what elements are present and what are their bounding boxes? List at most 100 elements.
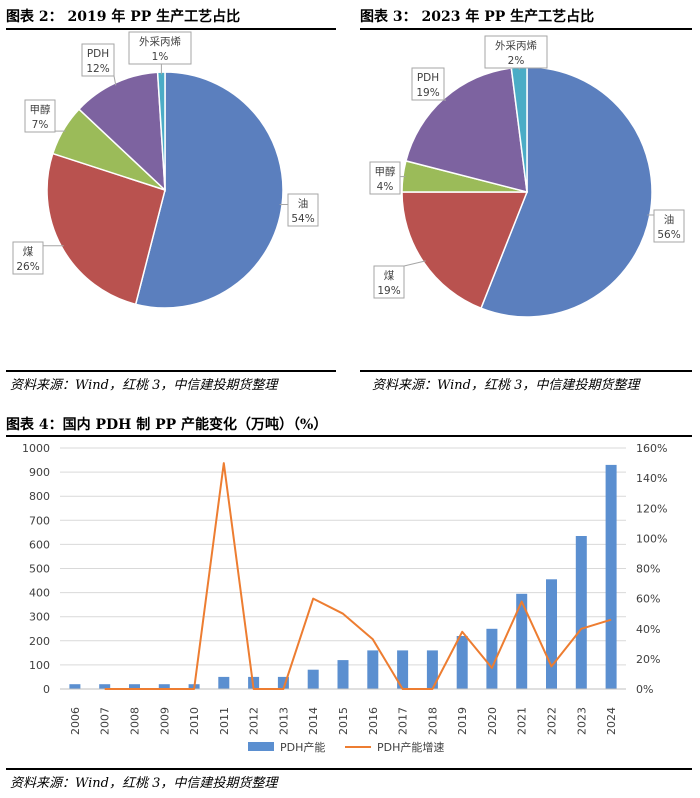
pie-label-1: 煤 26% [12, 241, 64, 275]
pie-label-pct-3: 12% [86, 63, 109, 75]
pie-label-name-1: 煤 [384, 269, 395, 282]
y-tick-label: 700 [29, 514, 50, 527]
bar-2021 [516, 593, 528, 689]
y-tick-label: 600 [29, 538, 50, 551]
x-tick-label: 2018 [426, 707, 439, 735]
pie-label-box-0 [287, 193, 319, 227]
x-tick-label: 2011 [218, 707, 231, 735]
pie-label-box-3 [81, 43, 115, 77]
pie-label-box-3 [411, 67, 445, 101]
pie-label-box-0 [653, 209, 685, 243]
x-tick-label: 2009 [158, 707, 171, 735]
bar-2008 [129, 684, 140, 689]
y2-tick-label: 160% [636, 442, 667, 455]
pie-label-box-1 [373, 265, 405, 299]
bar-2009 [158, 684, 170, 689]
pie-label-2: 甲醇 7% [24, 99, 66, 133]
pie-label-pct-3: 19% [416, 87, 439, 99]
bar-2023 [575, 536, 587, 689]
fig4-source-rule [6, 768, 692, 770]
x-tick-label: 2007 [99, 707, 112, 735]
pie-label-3: PDH 19% [411, 67, 447, 101]
bar-2007 [99, 684, 111, 689]
pie-chart-2023: 油 56% 煤 19% 甲醇 4% PDH 19% 外采丙烯 2% [369, 35, 685, 318]
pie-slice-3 [77, 71, 166, 192]
x-tick-label: 2019 [456, 707, 469, 735]
y2-tick-label: 80% [636, 563, 660, 576]
x-tick-label: 2010 [188, 707, 201, 735]
x-tick-label: 2013 [277, 707, 290, 735]
pie-label-name-0: 油 [664, 213, 675, 226]
legend-bar-label: PDH产能 [280, 740, 325, 754]
pie-chart-2019: 油 54% 煤 26% 甲醇 7% PDH 12% 外采丙烯 1% [12, 31, 319, 309]
y-tick-label: 200 [29, 635, 50, 648]
y-tick-label: 100 [29, 659, 50, 672]
fig2-source-rule [6, 370, 336, 372]
x-tick-label: 2020 [486, 707, 499, 735]
y2-tick-label: 0% [636, 683, 653, 696]
x-tick-label: 2024 [605, 707, 618, 735]
pie-label-name-2: 甲醇 [375, 165, 396, 178]
x-tick-label: 2014 [307, 707, 320, 735]
fig2-source: 资料来源：Wind，红桃 3，中信建投期货整理 [10, 378, 278, 393]
y-tick-label: 500 [29, 563, 50, 576]
pie-label-name-3: PDH [417, 72, 439, 84]
legend-bar-swatch [248, 742, 274, 751]
y2-tick-label: 140% [636, 472, 667, 485]
x-tick-label: 2012 [248, 707, 261, 735]
pie-label-pct-4: 2% [508, 55, 525, 67]
pie-label-pct-2: 7% [32, 119, 49, 131]
pie-label-1: 煤 19% [373, 260, 426, 299]
fig3-source-rule [360, 370, 692, 372]
fig3-source: 资料来源：Wind，红桃 3，中信建投期货整理 [372, 378, 640, 393]
pie-label-box-4 [128, 31, 192, 65]
bar-2013 [277, 676, 289, 689]
pie-label-name-4: 外采丙烯 [495, 39, 537, 52]
pie-label-name-2: 甲醇 [30, 103, 51, 116]
pie-label-name-4: 外采丙烯 [139, 35, 181, 48]
pdh-capacity-chart: 0 100 200 300 400 500 600 700 800 900 1000 0% 20% 40%… [22, 442, 667, 754]
fig4-source: 资料来源：Wind，红桃 3，中信建投期货整理 [10, 776, 278, 791]
pie-label-pct-2: 4% [377, 181, 394, 193]
bar-2014 [307, 669, 319, 689]
pie-label-pct-4: 1% [152, 51, 169, 63]
x-tick-label: 2016 [367, 707, 380, 735]
pie-label-name-3: PDH [87, 48, 109, 60]
x-tick-label: 2023 [575, 707, 588, 735]
bar-2011 [218, 676, 230, 689]
x-tick-label: 2021 [516, 707, 529, 735]
bar-2006 [69, 684, 81, 689]
pie-label-pct-0: 54% [291, 213, 314, 225]
fig3-title: 图表 3： 2023 年 PP 生产工艺占比 [360, 9, 595, 25]
pie-label-2: 甲醇 4% [369, 161, 406, 195]
pie-label-name-0: 油 [298, 197, 309, 210]
pie-label-4: 外采丙烯 2% [484, 35, 548, 70]
y-tick-label: 0 [43, 683, 50, 696]
fig4-title: 图表 4：国内 PDH 制 PP 产能变化（万吨）（%） [6, 417, 328, 433]
y-tick-label: 900 [29, 466, 50, 479]
pie-label-0: 油 54% [279, 193, 319, 227]
y2-tick-label: 60% [636, 593, 660, 606]
bar-2017 [397, 650, 409, 689]
bar-2018 [426, 650, 438, 689]
y2-tick-label: 100% [636, 532, 667, 545]
fig2-title: 图表 2： 2019 年 PP 生产工艺占比 [6, 9, 241, 25]
pie-label-name-1: 煤 [23, 245, 34, 258]
bar-2016 [367, 650, 379, 689]
x-tick-label: 2022 [546, 707, 559, 735]
growth-line [104, 462, 612, 690]
pie-label-box-4 [484, 35, 548, 69]
bar-2015 [337, 660, 349, 689]
fig4-title-rule [6, 435, 692, 437]
pie-label-4: 外采丙烯 1% [128, 31, 192, 75]
y-tick-label: 400 [29, 587, 50, 600]
y2-tick-label: 20% [636, 653, 660, 666]
y-tick-label: 300 [29, 611, 50, 624]
pie-label-0: 油 56% [647, 209, 685, 243]
pie-label-pct-0: 56% [657, 229, 680, 241]
bar-2019 [456, 636, 468, 689]
pie-label-3: PDH 12% [81, 43, 117, 86]
pie-slice-1 [401, 191, 529, 310]
pie-leader-1 [403, 260, 426, 267]
pie-slice-1 [46, 152, 166, 306]
